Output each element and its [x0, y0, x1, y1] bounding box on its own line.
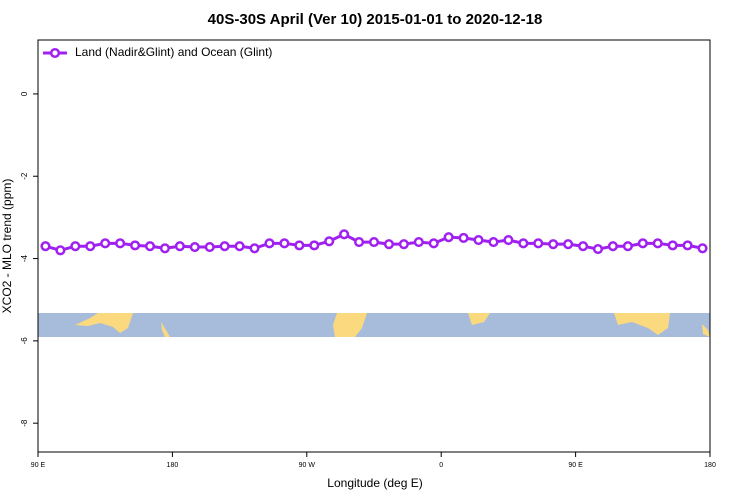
data-point	[189, 241, 200, 253]
data-point	[563, 239, 574, 250]
x-tick-label: 180	[704, 462, 716, 469]
data-point	[219, 241, 230, 252]
data-point	[413, 237, 424, 248]
data-point	[130, 240, 141, 251]
x-axis-label: Longitude (deg E)	[327, 476, 422, 490]
data-point	[309, 240, 320, 251]
data-point	[115, 238, 126, 249]
data-point	[637, 238, 648, 249]
data-point	[249, 243, 260, 254]
data-point	[279, 238, 290, 249]
data-point	[443, 232, 454, 243]
data-point	[174, 241, 185, 252]
data-point	[234, 241, 245, 252]
data-point	[100, 238, 111, 249]
x-tick-label: 180	[167, 462, 179, 469]
data-point	[85, 241, 96, 252]
y-tick-label: -2	[20, 172, 29, 180]
data-point	[458, 232, 469, 244]
legend-marker	[49, 47, 61, 59]
data-point	[667, 240, 678, 251]
y-tick-label: -4	[20, 254, 29, 262]
chart-title: 40S-30S April (Ver 10) 2015-01-01 to 202…	[208, 11, 543, 28]
x-tick-label: 90 E	[568, 462, 583, 469]
data-point	[607, 241, 618, 252]
data-point	[682, 240, 693, 251]
data-point	[383, 239, 394, 250]
y-tick-label: 0	[20, 91, 29, 96]
data-point	[204, 241, 215, 253]
data-point	[548, 239, 559, 250]
data-point	[40, 241, 51, 252]
x-tick-label: 90 E	[31, 462, 46, 469]
data-point	[503, 234, 514, 246]
data-point	[354, 237, 365, 248]
data-point	[368, 237, 380, 248]
plot-frame	[37, 39, 711, 453]
data-point	[294, 240, 305, 251]
data-point	[533, 238, 544, 249]
map-strip	[38, 313, 710, 337]
data-point	[339, 229, 350, 240]
y-axis-label: XCO2 - MLO trend (ppm)	[0, 179, 14, 314]
data-point	[264, 238, 275, 249]
data-point	[144, 241, 156, 252]
x-tick-label: 90 W	[299, 462, 316, 469]
data-point	[398, 239, 409, 250]
x-tick-label: 0	[439, 462, 443, 469]
data-point	[622, 241, 633, 252]
data-point	[324, 236, 335, 247]
data-point	[428, 238, 439, 249]
data-point	[488, 237, 499, 248]
legend-label: Land (Nadir&Glint) and Ocean (Glint)	[75, 45, 272, 59]
data-point	[473, 234, 484, 246]
data-point	[697, 243, 708, 254]
y-tick-label: -8	[20, 419, 29, 427]
data-point	[518, 238, 529, 249]
data-point	[70, 241, 81, 252]
y-tick-label: -6	[20, 337, 29, 345]
data-point	[652, 238, 663, 249]
data-point	[592, 244, 604, 255]
data-point	[578, 241, 589, 252]
data-point	[159, 243, 170, 254]
data-point	[55, 245, 66, 256]
